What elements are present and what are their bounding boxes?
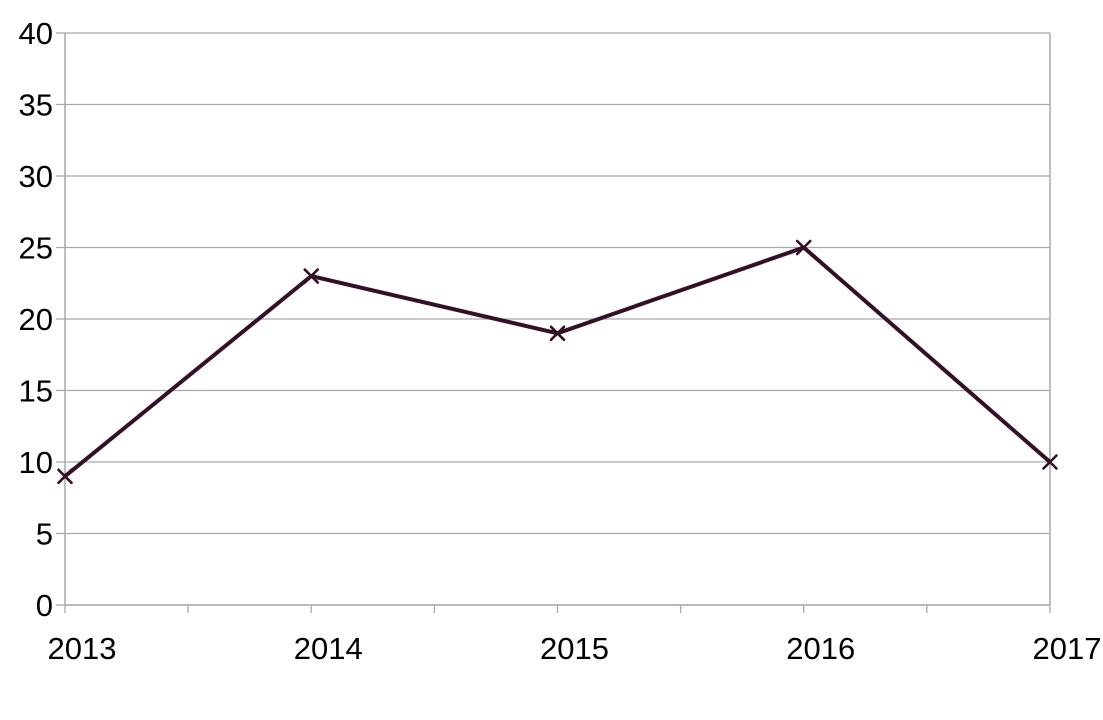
y-axis-tick-label: 20	[19, 302, 53, 337]
x-axis-tick-label: 2016	[786, 631, 855, 666]
x-axis-tick-label: 2013	[48, 631, 117, 666]
marker-x-stroke	[1042, 454, 1058, 470]
y-axis-tick-label: 10	[19, 445, 53, 480]
x-axis-tick-label: 2014	[294, 631, 363, 666]
x-axis-tick-label: 2015	[540, 631, 609, 666]
x-axis-tick-label: 2017	[1033, 631, 1102, 666]
data-point-marker-2017	[1042, 454, 1058, 470]
y-axis-tick-label: 15	[19, 374, 53, 409]
data-point-marker-2013	[57, 468, 73, 485]
y-axis-tick-label: 40	[19, 16, 53, 51]
y-axis-tick-label: 25	[19, 231, 53, 266]
y-axis-tick-label: 30	[19, 159, 53, 194]
data-point-marker-2015	[549, 325, 566, 342]
y-axis-tick-label: 0	[36, 588, 53, 623]
y-axis-tick-label: 5	[36, 517, 53, 552]
marker-x-stroke	[549, 325, 566, 342]
data-line	[63, 245, 1052, 478]
y-axis-tick-label: 35	[19, 88, 53, 123]
marker-x-stroke	[57, 468, 73, 485]
marker-x-stroke	[795, 239, 812, 256]
marker-x-stroke	[303, 268, 320, 284]
data-point-marker-2014	[303, 268, 320, 284]
data-point-marker-2016	[795, 239, 812, 256]
